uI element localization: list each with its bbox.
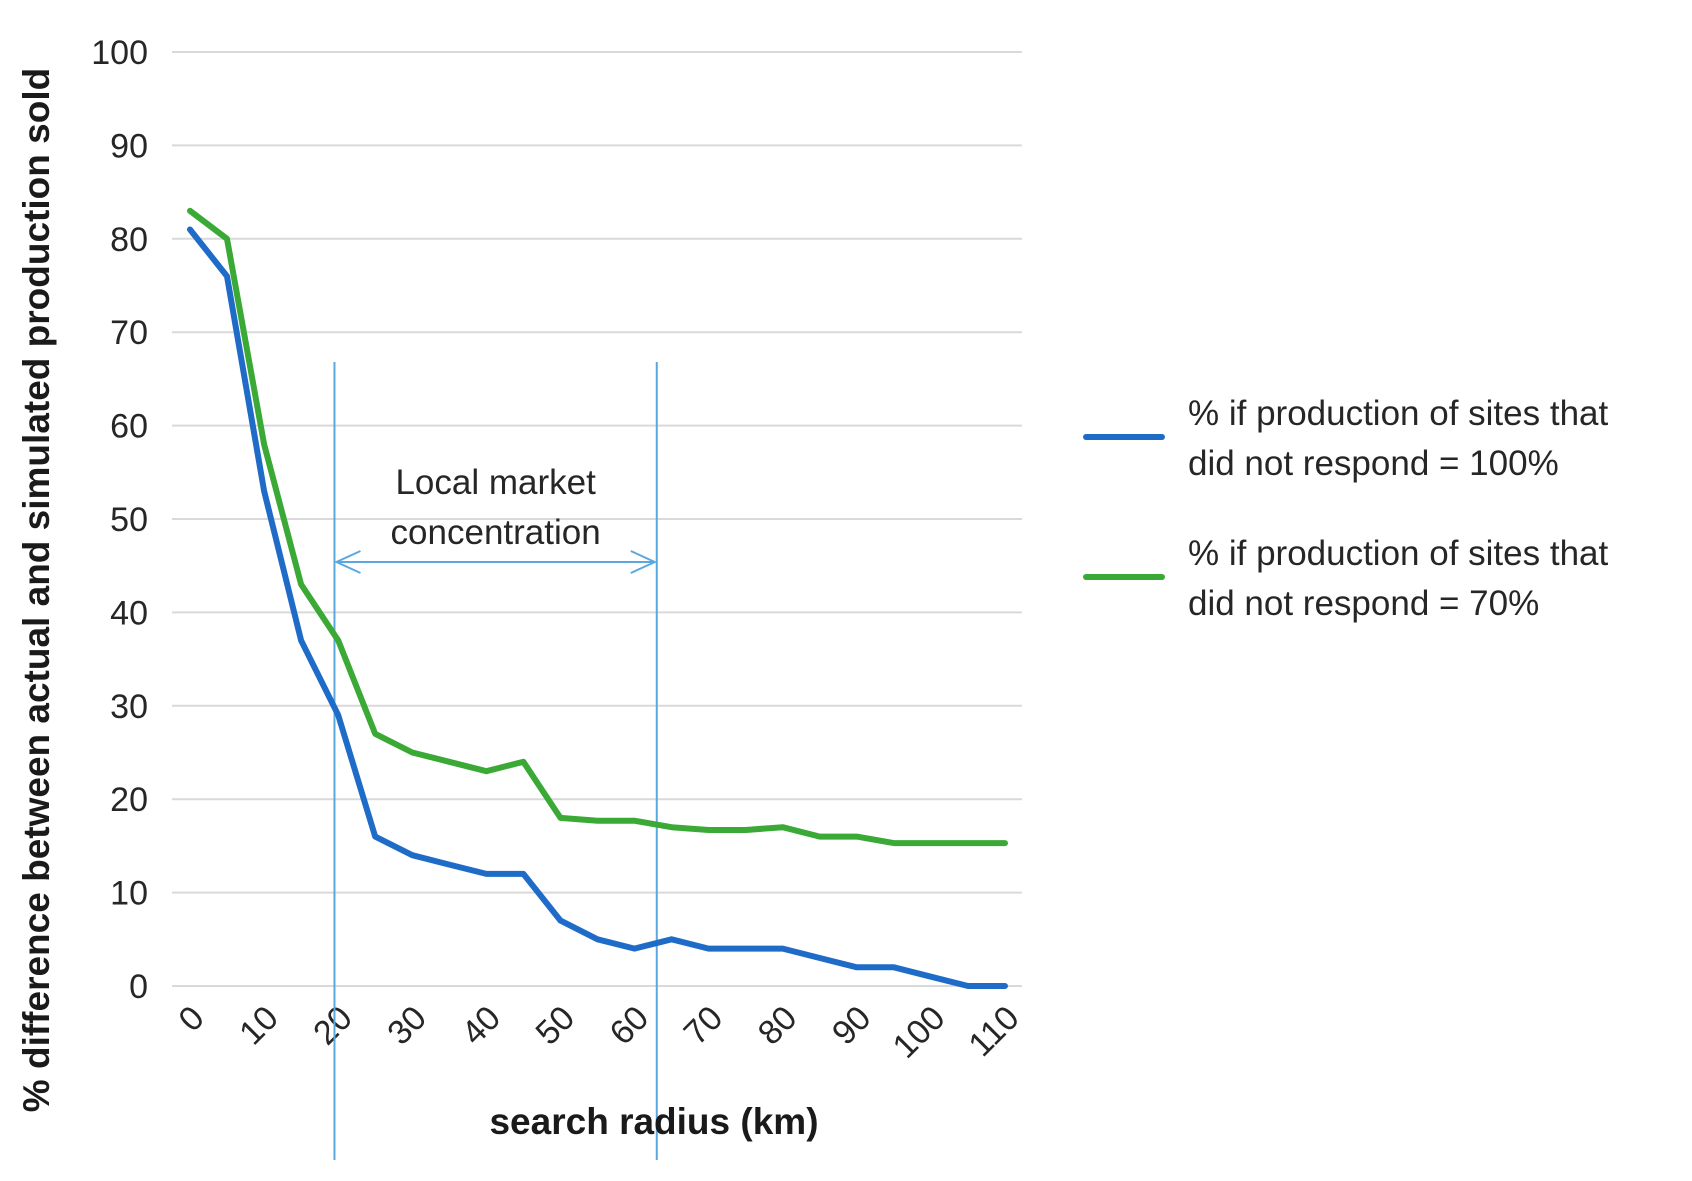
local-market-annotation: Local market concentration [333, 362, 658, 1160]
annotation-arrowhead-left [334, 550, 361, 574]
x-tick-label: 90 [825, 999, 879, 1053]
series-line-production-100pct [187, 226, 1008, 989]
y-tick-label: 100 [91, 34, 148, 72]
y-tick-label: 90 [110, 127, 148, 165]
x-tick-label: 50 [528, 999, 582, 1053]
legend-item: % if production of sites that did not res… [1083, 394, 1608, 483]
x-tick-label: 20 [306, 999, 360, 1053]
y-tick-label: 0 [129, 968, 148, 1006]
y-axis-ticks: 0 10 20 30 40 50 60 70 80 90 100 [91, 34, 148, 1006]
y-tick-label: 10 [110, 875, 148, 913]
legend-label: % if production of sites that [1188, 534, 1608, 573]
annotation-label: Local market [395, 463, 596, 502]
x-axis-title: search radius (km) [489, 1101, 818, 1142]
x-tick-label: 0 [171, 999, 211, 1039]
y-tick-label: 20 [110, 781, 148, 819]
annotation-arrowhead-right [630, 550, 658, 574]
legend: % if production of sites that did not res… [1083, 394, 1608, 623]
x-tick-label: 70 [677, 999, 731, 1053]
y-axis-title: % difference between actual and simulate… [16, 68, 57, 1112]
x-tick-label: 80 [751, 999, 805, 1053]
y-tick-label: 70 [110, 314, 148, 352]
legend-label: did not respond = 100% [1188, 444, 1559, 483]
x-tick-label: 10 [232, 999, 286, 1053]
legend-label: % if production of sites that [1188, 394, 1608, 433]
x-axis-ticks: 0 10 20 30 40 50 60 70 80 90 100 110 [171, 999, 1026, 1066]
x-tick-label: 30 [380, 999, 434, 1053]
x-tick-label: 110 [961, 999, 1026, 1064]
annotation-label: concentration [391, 513, 601, 552]
y-tick-label: 30 [110, 688, 148, 726]
y-tick-label: 50 [110, 501, 148, 539]
x-tick-label: 60 [603, 999, 657, 1053]
series-line-production-70pct [187, 207, 1008, 847]
x-tick-label: 40 [454, 999, 508, 1053]
y-tick-label: 40 [110, 594, 148, 632]
legend-label: did not respond = 70% [1188, 584, 1539, 623]
y-tick-label: 60 [110, 408, 148, 446]
series-lines [187, 207, 1008, 989]
legend-item: % if production of sites that did not res… [1083, 534, 1608, 623]
x-tick-label: 100 [886, 999, 953, 1066]
y-tick-label: 80 [110, 221, 148, 259]
gridlines [172, 51, 1022, 987]
